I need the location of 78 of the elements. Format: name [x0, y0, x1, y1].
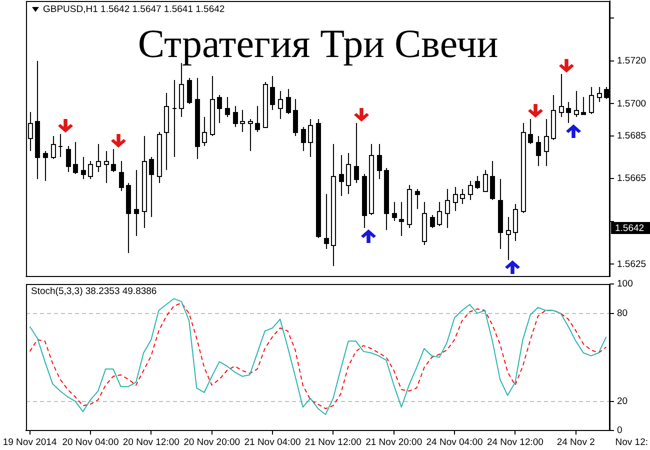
candlestick — [574, 90, 579, 118]
candlestick — [248, 118, 253, 152]
candlestick — [445, 188, 450, 228]
candlestick — [293, 98, 298, 136]
x-tick-label: 21 Nov 12:00 — [304, 436, 362, 448]
candlestick — [475, 176, 480, 190]
candlestick — [506, 216, 511, 260]
chart-title: Stoch(5,3,3) 38.2353 49.8386 — [31, 286, 157, 297]
y-tick-label: 1.5665 — [617, 173, 646, 184]
candlestick — [392, 202, 397, 222]
x-tick-label: 19 Nov 2014 — [2, 436, 57, 448]
candlestick — [301, 126, 306, 152]
candlestick — [377, 144, 382, 180]
candlestick — [528, 118, 533, 144]
candlestick — [43, 150, 48, 182]
y-tick-label: 80 — [617, 308, 628, 319]
candlestick — [490, 160, 495, 200]
candlestick — [73, 142, 78, 174]
candlestick — [589, 86, 594, 114]
candlestick — [66, 146, 71, 172]
candlestick — [513, 204, 518, 242]
y-tick-label: 1.5700 — [617, 98, 646, 110]
annotation: 1.5642 — [615, 222, 644, 234]
candlestick — [96, 144, 101, 172]
text: Nov 12: — [615, 437, 648, 448]
x-tick-label: 21 Nov 04:00 — [244, 436, 301, 448]
candlestick — [437, 202, 442, 226]
candlestick — [240, 110, 245, 132]
candlestick — [233, 106, 238, 128]
candlestick — [149, 156, 154, 218]
candlestick — [597, 86, 602, 102]
candlestick — [286, 88, 291, 114]
candlestick — [324, 194, 329, 250]
candlestick — [270, 76, 275, 110]
candlestick — [354, 122, 359, 184]
candlestick — [346, 152, 351, 194]
candlestick — [453, 186, 458, 212]
text: Стратегия Три Свечи — [138, 21, 498, 66]
candlestick — [581, 96, 586, 115]
candlestick — [460, 188, 465, 204]
candlestick — [88, 160, 93, 180]
y-tick-label: 0 — [617, 425, 622, 436]
candlestick — [339, 154, 344, 196]
y-tick-label: 20 — [617, 396, 628, 407]
candlestick — [399, 202, 404, 236]
candlestick — [544, 118, 549, 166]
candlestick — [134, 170, 139, 236]
candlestick — [202, 116, 207, 146]
y-tick-label: 100 — [617, 278, 633, 290]
x-tick-label: 20 Nov 04:00 — [62, 436, 119, 448]
candlestick — [468, 180, 473, 200]
x-tick-label: 24 Nov 04:00 — [426, 436, 483, 448]
candlestick — [111, 148, 116, 172]
candlestick — [81, 156, 86, 180]
candlestick — [430, 214, 435, 228]
x-tick-label: 24 Nov 12:00 — [486, 436, 544, 448]
candlestick — [217, 94, 222, 124]
candlestick — [536, 136, 541, 166]
x-tick-label: 20 Nov 20:00 — [184, 436, 240, 448]
x-tick-label: 21 Nov 20:00 — [366, 436, 422, 448]
y-tick-label: 1.5720 — [617, 56, 646, 67]
x-tick-label: 24 Nov 2 — [556, 436, 595, 448]
y-tick-label: 1.5685 — [617, 130, 646, 142]
candlestick — [308, 118, 313, 158]
candlestick — [566, 102, 571, 124]
chart-subtitle: GBPUSD,H1 1.5642 1.5647 1.5641 1.5642 — [43, 4, 225, 15]
candlestick — [255, 106, 260, 132]
candlestick — [415, 188, 420, 210]
candlestick — [187, 78, 192, 104]
candlestick — [278, 90, 283, 120]
candlestick — [119, 160, 124, 192]
candlestick — [104, 150, 109, 184]
candlestick — [483, 170, 488, 192]
candlestick — [559, 74, 564, 118]
candlestick — [51, 136, 56, 160]
x-tick-label: 20 Nov 12:00 — [122, 436, 180, 448]
y-tick-label: 1.5625 — [617, 258, 646, 270]
candlestick — [225, 96, 230, 118]
